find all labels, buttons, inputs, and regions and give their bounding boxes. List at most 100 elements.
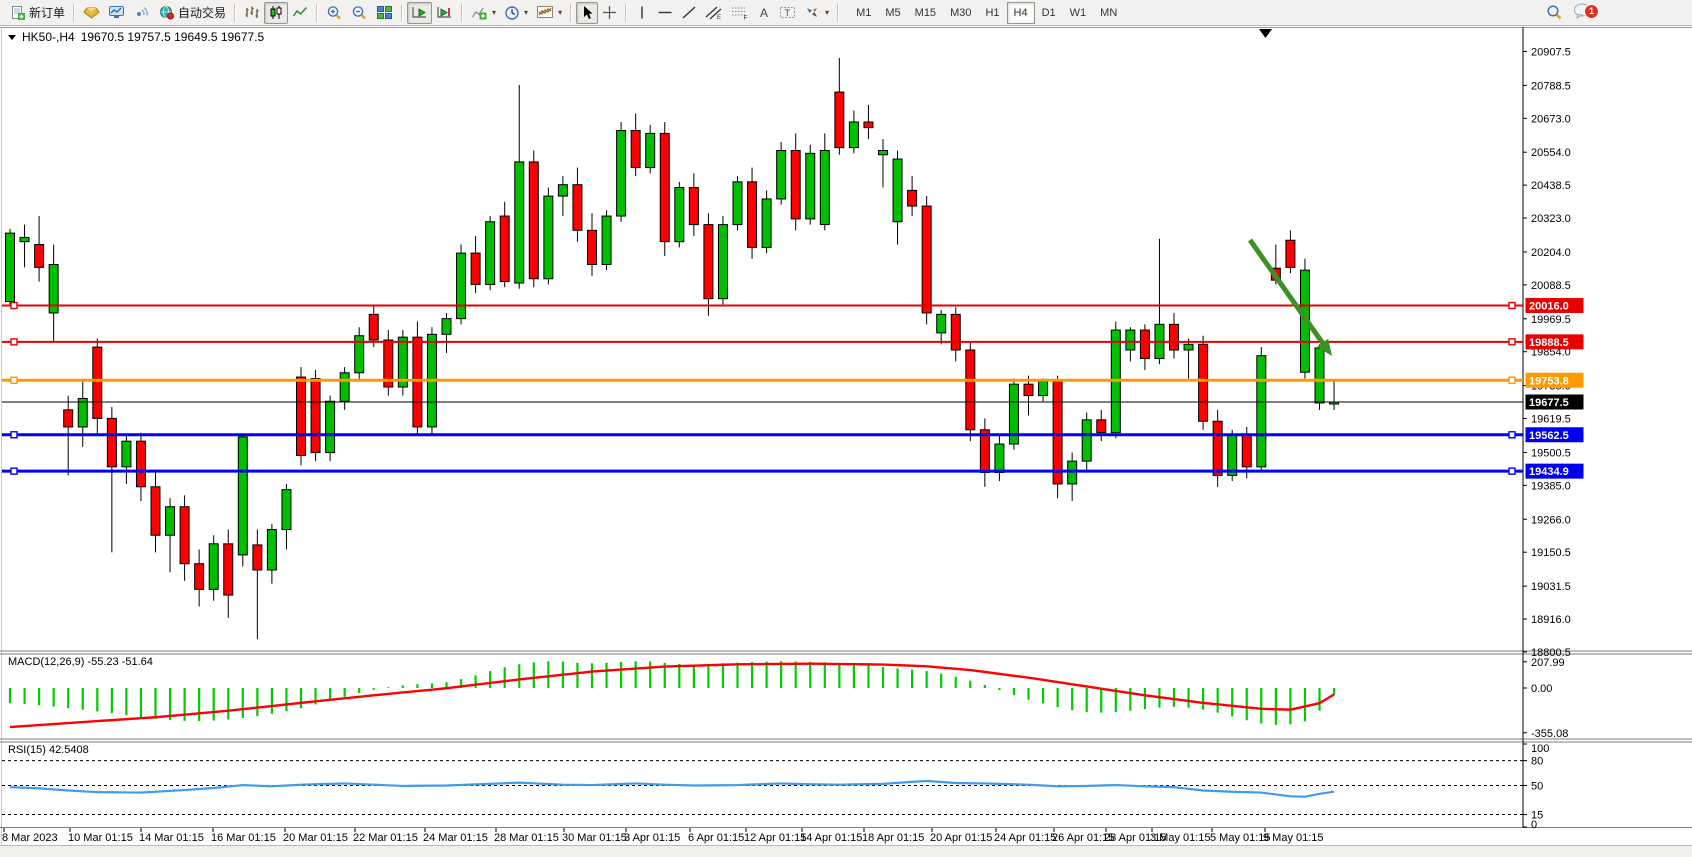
chevron-down-icon: ▾ (825, 8, 830, 17)
zoom-in-button[interactable] (322, 2, 347, 24)
svg-text:19854.0: 19854.0 (1531, 347, 1571, 359)
horizontal-line-icon (658, 11, 672, 14)
vertical-line-tool-button[interactable] (631, 2, 653, 24)
text-tool-button[interactable]: A (753, 2, 775, 24)
template-icon (537, 6, 554, 18)
svg-text:28 Mar 01:15: 28 Mar 01:15 (494, 832, 559, 844)
timeframe-button-d1[interactable]: D1 (1041, 6, 1056, 19)
tile-windows-icon (377, 6, 393, 19)
search-icon[interactable] (1546, 4, 1563, 21)
periods-button[interactable]: ▾ (500, 2, 532, 24)
templates-button[interactable]: ▾ (532, 2, 566, 24)
svg-text:0.00: 0.00 (1531, 683, 1552, 695)
svg-text:26 Apr 01:15: 26 Apr 01:15 (1052, 832, 1114, 844)
svg-text:19385.0: 19385.0 (1531, 480, 1571, 492)
svg-text:19031.5: 19031.5 (1531, 581, 1571, 593)
trendline-tool-button[interactable] (677, 2, 701, 24)
toolbar-separator (625, 3, 628, 22)
tile-windows-button[interactable] (372, 2, 397, 24)
chart-shift-icon (437, 7, 452, 18)
svg-text:19500.5: 19500.5 (1531, 447, 1571, 459)
trendline-icon (682, 6, 696, 19)
autotrading-button[interactable]: 自动交易 (154, 2, 230, 24)
timeframe-button-m5[interactable]: M5 (885, 6, 901, 19)
candlestick-icon (270, 6, 282, 19)
chat-unread-badge: 1 (1584, 3, 1599, 19)
svg-text:E: E (717, 15, 721, 20)
svg-text:T: T (785, 8, 791, 18)
toolbar-separator (316, 3, 319, 22)
toolbar-separator (73, 3, 76, 22)
svg-text:5 May 01:15: 5 May 01:15 (1210, 832, 1271, 844)
arrows-tool-button[interactable]: ▾ (800, 2, 833, 24)
svg-text:15: 15 (1531, 810, 1543, 822)
timeframe-button-m15[interactable]: M15 (914, 6, 937, 19)
svg-text:207.99: 207.99 (1531, 657, 1565, 669)
bar-chart-mode-button[interactable] (240, 2, 264, 24)
svg-text:18916.0: 18916.0 (1531, 614, 1571, 626)
svg-text:20 Mar 01:15: 20 Mar 01:15 (283, 832, 348, 844)
timeframe-button-h1[interactable]: H1 (985, 6, 1000, 19)
chart-collapse-icon[interactable] (8, 34, 16, 40)
indicators-button[interactable]: ▾ (467, 2, 500, 24)
zoom-out-button[interactable] (347, 2, 372, 24)
channel-icon: E (705, 6, 722, 20)
chart-shift-button[interactable] (432, 2, 457, 24)
svg-text:28 Apr 01:15: 28 Apr 01:15 (1104, 832, 1166, 844)
chevron-down-icon: ▾ (524, 8, 529, 17)
svg-text:-355.08: -355.08 (1531, 728, 1568, 740)
arrow-objects-icon (807, 8, 818, 17)
svg-text:20 Apr 01:15: 20 Apr 01:15 (930, 832, 992, 844)
svg-text:80: 80 (1531, 756, 1543, 768)
auto-scroll-button[interactable] (407, 1, 433, 24)
market-depth-button[interactable] (79, 2, 104, 24)
toolbar-separator (570, 3, 573, 22)
fibonacci-tool-button[interactable]: F (727, 2, 753, 24)
svg-text:19266.0: 19266.0 (1531, 514, 1571, 526)
autotrading-globe-icon (160, 6, 175, 20)
svg-text:3 May 01:15: 3 May 01:15 (1150, 832, 1211, 844)
rsi-indicator-label: RSI(15) 42.5408 (8, 744, 89, 756)
svg-text:19619.5: 19619.5 (1531, 414, 1571, 426)
svg-text:A: A (760, 6, 768, 20)
svg-text:20438.5: 20438.5 (1531, 180, 1571, 192)
svg-text:30 Mar 01:15: 30 Mar 01:15 (562, 832, 627, 844)
timeframe-button-m30[interactable]: M30 (950, 6, 972, 19)
equidistant-channel-tool-button[interactable]: E (701, 2, 727, 24)
svg-text:20016.0: 20016.0 (1529, 301, 1569, 313)
cursor-tool-button[interactable] (576, 1, 599, 24)
timeframe-button-mn[interactable]: MN (1100, 6, 1118, 19)
text-label-tool-button[interactable]: T (775, 2, 800, 24)
timeframe-button-w1[interactable]: W1 (1069, 6, 1087, 19)
svg-text:3 Apr 01:15: 3 Apr 01:15 (624, 832, 680, 844)
new-order-label: 新订单 (29, 6, 66, 20)
line-chart-icon (292, 6, 308, 17)
fibonacci-icon: F (732, 7, 748, 20)
main-toolbar: 新订单 (0, 0, 1692, 26)
toolbar-separator (461, 3, 464, 22)
signals-button[interactable] (129, 2, 154, 24)
chat-button[interactable]: 1 (1573, 2, 1599, 24)
svg-text:18 Apr 01:15: 18 Apr 01:15 (862, 832, 924, 844)
horizontal-line-tool-button[interactable] (653, 2, 677, 24)
autotrading-label: 自动交易 (178, 6, 227, 20)
crosshair-tool-button[interactable] (598, 2, 621, 24)
chevron-down-icon: ▾ (558, 8, 563, 17)
crosshair-icon (603, 6, 617, 19)
svg-text:19888.5: 19888.5 (1529, 337, 1569, 349)
clock-icon (505, 5, 519, 20)
candlestick-mode-button[interactable] (264, 1, 289, 24)
timeframe-button-h4[interactable]: H4 (1006, 1, 1035, 24)
toolbar-separator (401, 3, 404, 22)
new-order-button[interactable]: 新订单 (6, 2, 69, 24)
timeframe-button-m1[interactable]: M1 (856, 6, 872, 19)
terminal-button[interactable] (104, 2, 129, 24)
svg-text:9 May 01:15: 9 May 01:15 (1263, 832, 1324, 844)
line-chart-mode-button[interactable] (288, 2, 312, 24)
svg-text:18800.5: 18800.5 (1531, 647, 1571, 659)
svg-text:8 Mar 2023: 8 Mar 2023 (2, 832, 58, 844)
timeframe-group: M1 M5 M15 M30 H1 H4 D1 W1 MN (849, 1, 1124, 24)
cursor-icon (584, 6, 593, 19)
